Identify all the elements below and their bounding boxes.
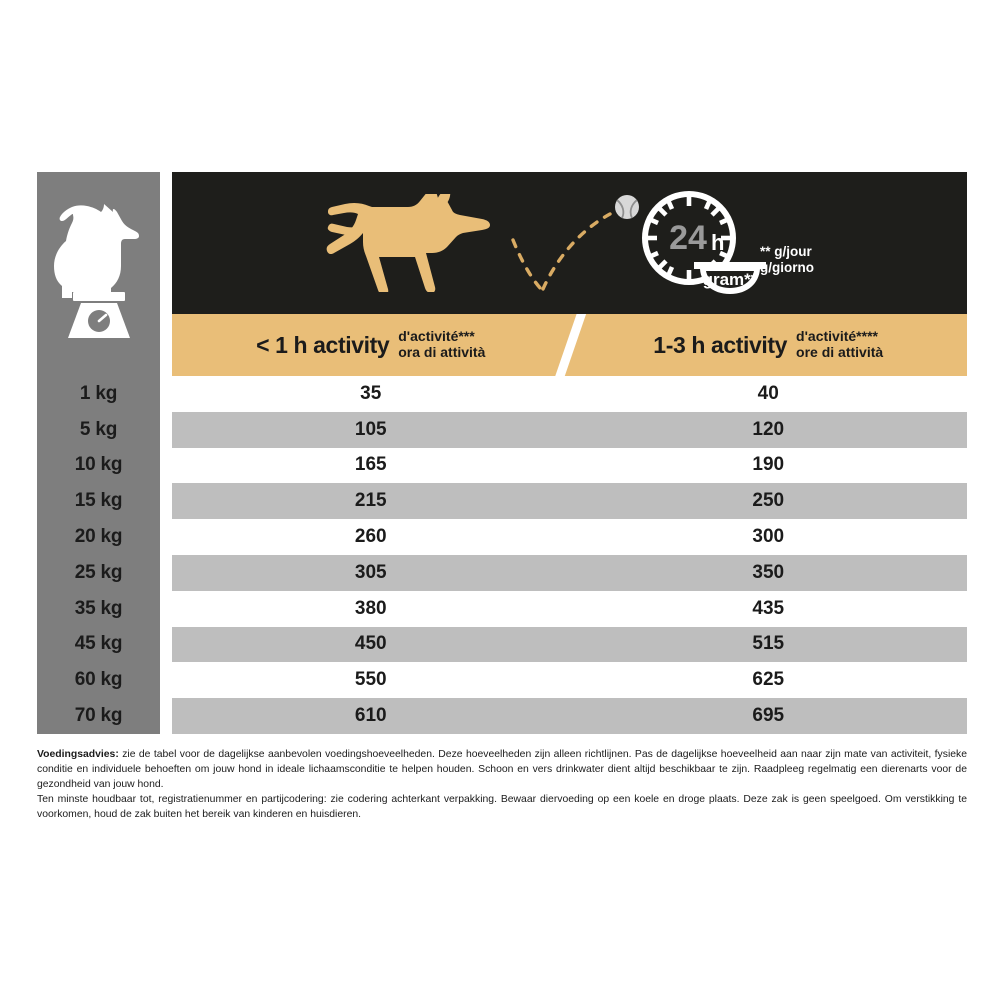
feeding-table: 1 kg 5 kg 10 kg 15 kg 20 kg 25 kg 35 kg …: [37, 172, 967, 734]
dog-on-scale-icon: [53, 204, 139, 338]
header-cell-low-activity: < 1 h activity d'activité*** ora di atti…: [172, 314, 570, 376]
cell-high-activity: 435: [752, 597, 785, 619]
table-row: 450 515: [172, 626, 967, 663]
column-gutter: [160, 172, 172, 734]
cell-high-activity: 190: [752, 454, 785, 476]
cell-low-activity: 380: [354, 597, 387, 619]
table-row: 305 350: [172, 554, 967, 591]
data-column: 24 h gram** ** g/jour g/giorno: [172, 172, 967, 734]
unit-note-line2: g/giorno: [760, 260, 814, 276]
header-sub-line2: ore di attività: [796, 344, 884, 360]
cell-high-activity: 120: [752, 418, 785, 440]
header-sub-label: d'activité*** ora di attività: [398, 329, 485, 360]
tennis-ball-icon: [615, 195, 639, 219]
footer-paragraph-1: Voedingsadvies: zie de tabel voor de dag…: [37, 748, 967, 792]
cell-high-activity: 250: [752, 490, 785, 512]
table-row: 215 250: [172, 483, 967, 520]
cell-low-activity: 215: [354, 490, 387, 512]
activity-header-row: < 1 h activity d'activité*** ora di atti…: [172, 314, 967, 376]
weight-cell: 60 kg: [74, 669, 123, 691]
cell-high-activity: 695: [752, 705, 785, 727]
weight-cell: 15 kg: [74, 490, 123, 512]
bowl-label: gram**: [703, 270, 758, 289]
weight-column: 1 kg 5 kg 10 kg 15 kg 20 kg 25 kg 35 kg …: [37, 172, 160, 734]
weight-cell: 10 kg: [74, 454, 123, 476]
clock-24h-icon: 24 h gram**: [642, 191, 766, 294]
weight-cells: 1 kg 5 kg 10 kg 15 kg 20 kg 25 kg 35 kg …: [37, 376, 160, 734]
cell-high-activity: 40: [757, 382, 779, 404]
clock-number: 24: [669, 219, 707, 257]
food-bowl-icon: gram**: [694, 262, 766, 294]
cell-low-activity: 105: [354, 418, 387, 440]
cell-high-activity: 350: [752, 561, 785, 583]
table-row: 380 435: [172, 590, 967, 627]
data-rows: 35 40 105 120 165 190 215 250: [172, 376, 967, 734]
cell-low-activity: 305: [354, 561, 387, 583]
weight-cell: 45 kg: [74, 633, 123, 655]
weight-cell: 70 kg: [74, 705, 123, 727]
cell-high-activity: 300: [752, 526, 785, 548]
table-row: 165 190: [172, 447, 967, 484]
dog-on-scale-icon-cell: [37, 172, 160, 376]
header-main-label: < 1 h activity: [256, 331, 390, 358]
table-row: 550 625: [172, 662, 967, 699]
header-main-label: 1-3 h activity: [653, 331, 788, 358]
cell-low-activity: 260: [354, 526, 387, 548]
running-dog-icon: [326, 194, 490, 292]
cell-low-activity: 610: [354, 705, 387, 727]
header-sub-line1: d'activité***: [398, 328, 475, 345]
weight-cell: 5 kg: [79, 418, 118, 440]
weight-cell: 25 kg: [74, 561, 123, 583]
table-row: 35 40: [172, 376, 967, 412]
footer-text: Voedingsadvies: zie de tabel voor de dag…: [37, 748, 967, 824]
clock-unit: h: [711, 230, 724, 255]
table-row: 260 300: [172, 519, 967, 555]
header-sub-line2: ora di attività: [398, 344, 486, 360]
table-row: 610 695: [172, 698, 967, 734]
cell-high-activity: 625: [752, 669, 785, 691]
weight-cell: 1 kg: [79, 382, 118, 404]
header-cell-high-activity: 1-3 h activity d'activité**** ore di att…: [570, 314, 968, 376]
cell-low-activity: 165: [354, 454, 387, 476]
cell-low-activity: 550: [354, 669, 387, 691]
unit-note: ** g/jour g/giorno: [760, 244, 814, 276]
unit-note-line1: ** g/jour: [760, 244, 812, 259]
header-sub-label: d'activité**** ore di attività: [796, 329, 883, 360]
footer-paragraph-2: Ten minste houdbaar tot, registratienumm…: [37, 794, 967, 821]
table-body: 1 kg 5 kg 10 kg 15 kg 20 kg 25 kg 35 kg …: [37, 172, 967, 734]
bouncing-ball-trajectory-icon: [511, 195, 639, 291]
cell-low-activity: 35: [360, 382, 382, 404]
cell-high-activity: 515: [752, 633, 785, 655]
cell-low-activity: 450: [354, 633, 387, 655]
footer-label: Voedingsadvies:: [37, 749, 119, 760]
footer-paragraph-1-body: zie de tabel voor de dagelijkse aanbevol…: [37, 749, 967, 790]
activity-banner: 24 h gram** ** g/jour g/giorno: [172, 172, 967, 314]
weight-cell: 20 kg: [74, 526, 123, 548]
weight-cell: 35 kg: [74, 597, 123, 619]
header-sub-line1: d'activité****: [796, 328, 878, 345]
table-row: 105 120: [172, 411, 967, 448]
